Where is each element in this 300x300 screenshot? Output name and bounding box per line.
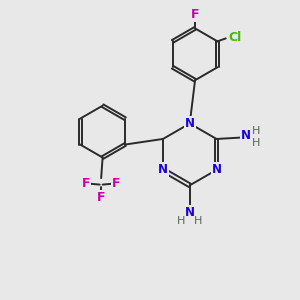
Text: F: F [191, 8, 199, 21]
Text: H: H [252, 138, 260, 148]
Text: N: N [185, 117, 195, 130]
Text: N: N [241, 129, 251, 142]
Text: H: H [194, 216, 202, 226]
Text: N: N [212, 164, 221, 176]
Text: N: N [185, 206, 195, 219]
Text: H: H [177, 216, 186, 226]
Text: Cl: Cl [228, 31, 241, 44]
Text: F: F [82, 177, 90, 190]
Text: F: F [112, 177, 121, 190]
Text: N: N [158, 164, 168, 176]
Text: H: H [252, 126, 260, 136]
Text: F: F [97, 191, 105, 204]
